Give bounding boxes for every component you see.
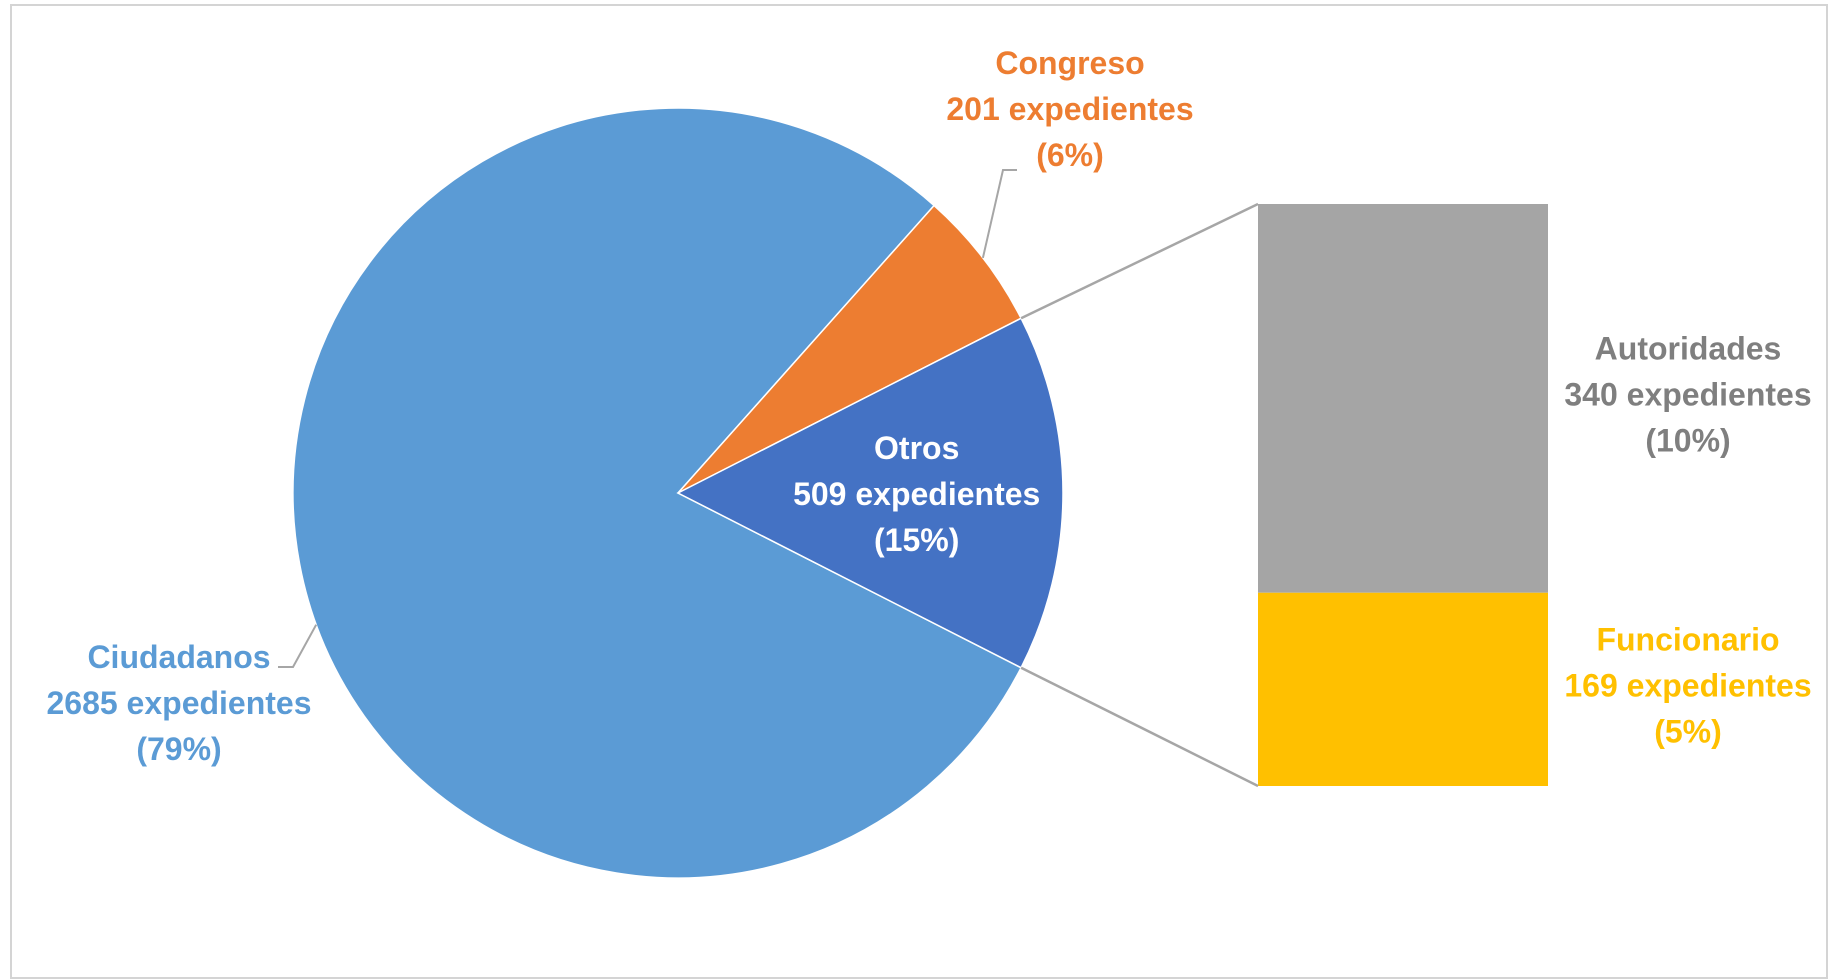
data-label-autoridades-line-3: (10%) [1645,422,1730,458]
data-label-ciudadanos-line-1: Ciudadanos [87,639,270,675]
bar-segment-funcionario [1258,592,1548,786]
data-label-ciudadanos: Ciudadanos 2685 expedientes (79%) [46,639,311,767]
connector-line-top [1020,202,1259,320]
data-label-funcionario-line-2: 169 expedientes [1564,667,1811,703]
data-label-congreso-line-3: (6%) [1036,137,1104,173]
pie-slice-otros [676,317,1064,669]
data-label-funcionario-line-1: Funcionario [1596,621,1779,657]
data-label-funcionario: Funcionario 169 expedientes (5%) [1564,621,1811,749]
data-label-autoridades-line-1: Autoridades [1595,330,1782,366]
data-label-congreso-line-1: Congreso [995,45,1144,81]
data-label-ciudadanos-line-2: 2685 expedientes [46,685,311,721]
data-label-otros-line-3: (15%) [874,522,959,558]
data-label-autoridades: Autoridades 340 expedientes (10%) [1564,330,1811,458]
leader-line-congreso [981,169,1017,259]
pie-slice-congreso [677,204,1023,494]
connector-line-bottom [1020,666,1259,788]
data-label-ciudadanos-line-3: (79%) [136,731,221,767]
data-label-otros-line-1: Otros [874,430,959,466]
data-label-otros: Otros 509 expedientes (15%) [793,430,1040,558]
data-label-congreso-line-2: 201 expedientes [946,91,1193,127]
data-label-congreso: Congreso 201 expedientes (6%) [946,45,1193,173]
data-label-autoridades-line-2: 340 expedientes [1564,376,1811,412]
bar-segment-autoridades [1258,204,1548,593]
leader-line-ciudadanos [278,624,318,668]
data-label-otros-line-2: 509 expedientes [793,476,1040,512]
pie-slice-ciudadanos [292,107,1023,879]
data-label-funcionario-line-3: (5%) [1654,713,1722,749]
